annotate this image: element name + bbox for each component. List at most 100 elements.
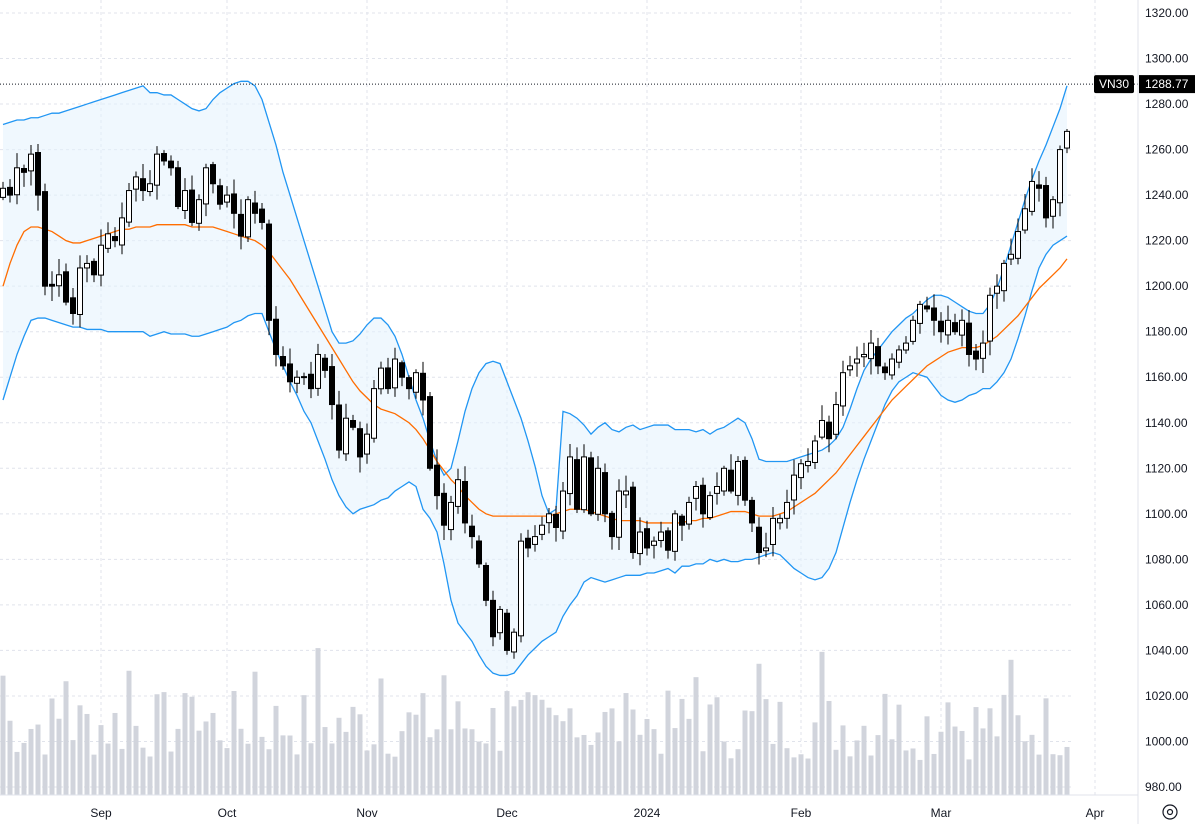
candle-body: [112, 236, 118, 242]
candle-body: [994, 285, 1000, 294]
volume-bar: [574, 737, 580, 795]
volume-bar: [756, 663, 762, 795]
candle-body: [574, 459, 580, 510]
candle-body: [847, 365, 853, 371]
volume-bar: [805, 758, 811, 795]
volume-bar: [707, 704, 713, 795]
volume-bar: [371, 744, 377, 795]
candle-body: [483, 564, 489, 601]
volume-bar: [91, 754, 97, 795]
volume-bar: [973, 707, 979, 795]
volume-bar: [700, 751, 706, 795]
candle-body: [385, 367, 391, 390]
candle-body: [329, 366, 335, 406]
volume-bar: [686, 718, 692, 795]
candle-body: [910, 319, 916, 342]
volume-bar: [861, 725, 867, 795]
candle-body: [196, 199, 202, 224]
candle-body: [350, 420, 356, 428]
candle-body: [497, 608, 503, 634]
price-axis[interactable]: 1320.00 1300.00 1280.00 1260.00 1240.00 1220.…: [1137, 0, 1189, 824]
candle-body: [763, 547, 769, 552]
volume-bar: [609, 708, 615, 795]
candle-body: [707, 495, 713, 519]
candle-body: [665, 530, 671, 551]
volume-bar: [308, 743, 314, 795]
volume-bar: [84, 713, 90, 795]
candle-body: [966, 322, 972, 355]
candle-body: [819, 419, 825, 438]
volume-bar: [21, 742, 27, 795]
candle-body: [693, 486, 699, 499]
candle-body: [798, 463, 804, 479]
candle-body: [357, 428, 363, 458]
x-tick-label: Oct: [218, 806, 237, 820]
candle-body: [217, 185, 223, 205]
settings-button[interactable]: [1162, 804, 1178, 820]
candle-body: [735, 460, 741, 496]
y-tick-label: 1020.00: [1145, 689, 1189, 703]
volume-bar: [1057, 755, 1063, 795]
y-tick-label: 1260.00: [1145, 143, 1189, 157]
volume-bar: [1015, 715, 1021, 795]
settings-icon[interactable]: [1162, 804, 1178, 820]
volume-bar: [105, 743, 111, 795]
candle-body: [882, 366, 888, 374]
candle-body: [700, 484, 706, 515]
candle-body: [595, 467, 601, 515]
volume-bar: [847, 756, 853, 795]
candle-body: [203, 167, 209, 205]
candle-body: [336, 404, 342, 451]
volume-bar: [868, 755, 874, 795]
candle-body: [182, 190, 188, 212]
symbol-tag: VN30: [1099, 77, 1129, 91]
candle-body: [686, 501, 692, 525]
candle-body: [854, 358, 860, 364]
volume-bar: [651, 729, 657, 795]
volume-bar: [840, 725, 846, 795]
candle-body: [462, 481, 468, 524]
volume-bar: [665, 690, 671, 795]
y-tick-label: 1300.00: [1145, 52, 1189, 66]
candle-body: [231, 193, 237, 214]
volume-bar: [490, 707, 496, 795]
time-axis[interactable]: Sep Oct Nov Dec 2024 Feb Mar Apr: [0, 794, 1138, 820]
candle-body: [287, 363, 293, 383]
volume-bar: [448, 729, 454, 795]
volume-bar: [854, 740, 860, 795]
volume-bar: [77, 705, 83, 795]
volume-bar: [637, 734, 643, 795]
volume-bar: [56, 718, 62, 795]
candle-body: [399, 362, 405, 378]
volume-bar: [553, 715, 559, 795]
last-price-tag: VN30 1288.77: [1094, 75, 1195, 94]
candle-body: [42, 191, 48, 287]
volume-bar: [763, 699, 769, 795]
volume-bar: [525, 692, 531, 795]
candle-body: [553, 513, 559, 528]
volume-bar: [287, 735, 293, 795]
y-tick-label: 1080.00: [1145, 552, 1189, 566]
volume-bar: [364, 750, 370, 795]
y-tick-label: 1220.00: [1145, 234, 1189, 248]
candle-body: [532, 536, 538, 545]
candle-body: [210, 164, 216, 185]
volume-bar: [126, 670, 132, 795]
y-tick-label: 1160.00: [1145, 370, 1188, 384]
candle-body: [343, 417, 349, 455]
volume-bar: [875, 735, 881, 795]
candle-body: [28, 153, 34, 172]
y-tick-label: 1060.00: [1145, 598, 1189, 612]
volume-bar: [721, 741, 727, 795]
volume-bar: [742, 710, 748, 795]
volume-bar: [294, 754, 300, 795]
candle-body: [280, 356, 286, 367]
volume-bar: [819, 651, 825, 795]
candle-body: [392, 358, 398, 389]
volume-bar: [14, 751, 20, 795]
candle-body: [924, 305, 930, 310]
candle-body: [826, 421, 832, 440]
volume-bar: [161, 692, 167, 795]
volume-bar: [1064, 746, 1070, 795]
